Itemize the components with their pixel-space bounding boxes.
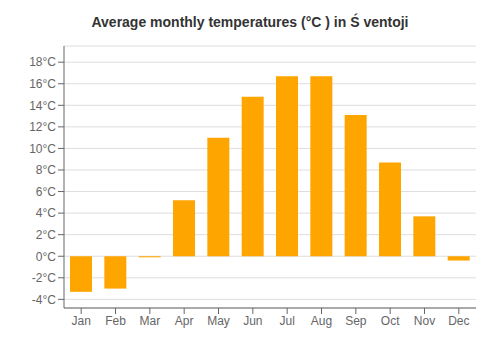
svg-text:Feb: Feb xyxy=(105,314,126,328)
svg-text:18°C: 18°C xyxy=(29,55,56,69)
svg-text:Mar: Mar xyxy=(139,314,160,328)
svg-text:Oct: Oct xyxy=(381,314,400,328)
svg-text:Jun: Jun xyxy=(243,314,262,328)
svg-text:4°C: 4°C xyxy=(36,206,56,220)
svg-text:Dec: Dec xyxy=(448,314,469,328)
svg-text:Nov: Nov xyxy=(414,314,435,328)
svg-text:Apr: Apr xyxy=(175,314,194,328)
svg-text:6°C: 6°C xyxy=(36,185,56,199)
svg-text:Sep: Sep xyxy=(345,314,367,328)
svg-text:16°C: 16°C xyxy=(29,77,56,91)
svg-text:Jul: Jul xyxy=(279,314,294,328)
svg-text:14°C: 14°C xyxy=(29,99,56,113)
svg-text:Jan: Jan xyxy=(71,314,90,328)
svg-text:2°C: 2°C xyxy=(36,228,56,242)
svg-text:0°C: 0°C xyxy=(36,250,56,264)
svg-text:10°C: 10°C xyxy=(29,142,56,156)
svg-text:May: May xyxy=(207,314,230,328)
svg-text:-4°C: -4°C xyxy=(32,293,56,307)
svg-text:-2°C: -2°C xyxy=(32,271,56,285)
svg-text:12°C: 12°C xyxy=(29,120,56,134)
svg-text:Aug: Aug xyxy=(311,314,332,328)
svg-text:8°C: 8°C xyxy=(36,163,56,177)
html-text:Average monthly temperatures (: Average monthly temperatures (°C ) in Ś … xyxy=(91,14,409,30)
